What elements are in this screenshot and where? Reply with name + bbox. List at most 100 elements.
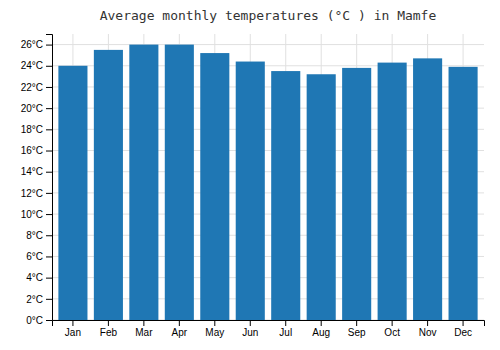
bar bbox=[165, 45, 194, 320]
tick-label: 22°C bbox=[21, 82, 43, 93]
tick-label: 6°C bbox=[26, 251, 43, 262]
y-axis: 0°C 2°C 4°C 6°C 8°C 10°C 12°C 14°C 16°C 18°C 20°C 2… bbox=[21, 35, 53, 326]
tick-mark bbox=[463, 320, 464, 326]
tick-mark bbox=[108, 320, 109, 326]
tick-mark bbox=[250, 320, 251, 326]
tick-mark bbox=[46, 214, 52, 215]
tick-label: 26°C bbox=[21, 39, 43, 50]
tick: 10°C bbox=[21, 209, 52, 220]
bar bbox=[413, 58, 442, 320]
tick-mark bbox=[46, 108, 52, 109]
bar bbox=[129, 45, 158, 320]
bar bbox=[449, 67, 478, 320]
tick-label: Jan bbox=[65, 327, 81, 338]
tick: 2°C bbox=[26, 294, 52, 305]
tick-mark bbox=[46, 278, 52, 279]
tick: Jul bbox=[279, 320, 292, 338]
tick-mark bbox=[427, 320, 428, 326]
bar bbox=[94, 50, 123, 320]
bar bbox=[307, 74, 336, 320]
tick-mark bbox=[46, 172, 52, 173]
tick: 22°C bbox=[21, 82, 52, 93]
tick: 6°C bbox=[26, 251, 52, 262]
tick: 20°C bbox=[21, 103, 52, 114]
tick-label: 0°C bbox=[26, 315, 43, 326]
tick-mark bbox=[143, 320, 144, 326]
tick-label: 16°C bbox=[21, 145, 43, 156]
tick: 16°C bbox=[21, 145, 52, 156]
tick-mark bbox=[46, 320, 52, 321]
tick-label: Mar bbox=[135, 327, 153, 338]
tick: 26°C bbox=[21, 39, 52, 50]
tick-label: 4°C bbox=[26, 272, 43, 283]
tick: 0°C bbox=[26, 315, 52, 326]
tick-label: Feb bbox=[100, 327, 118, 338]
tick: Aug bbox=[312, 320, 330, 338]
bar bbox=[236, 62, 265, 320]
bar bbox=[200, 53, 229, 320]
tick-label: Oct bbox=[384, 327, 400, 338]
tick-mark bbox=[285, 320, 286, 326]
tick: Jan bbox=[65, 320, 81, 338]
bar bbox=[342, 68, 371, 320]
tick-label: Sep bbox=[348, 327, 366, 338]
tick: Dec bbox=[454, 320, 472, 338]
tick-mark bbox=[214, 320, 215, 326]
tick: Nov bbox=[419, 320, 437, 338]
tick-label: 2°C bbox=[26, 294, 43, 305]
tick-label: 10°C bbox=[21, 209, 43, 220]
chart: 0°C 2°C 4°C 6°C 8°C 10°C 12°C 14°C 16°C 18°C 20°C 2… bbox=[0, 0, 500, 350]
bar bbox=[58, 66, 87, 320]
tick-mark bbox=[392, 320, 393, 326]
axis-line bbox=[46, 35, 53, 321]
tick-label: Nov bbox=[419, 327, 437, 338]
tick-mark bbox=[46, 151, 52, 152]
tick: Oct bbox=[384, 320, 400, 338]
tick-mark bbox=[321, 320, 322, 326]
tick: Mar bbox=[135, 320, 153, 338]
title: Average monthly temperatures (°C ) in Ma… bbox=[100, 8, 437, 23]
tick-mark bbox=[46, 299, 52, 300]
tick-label: Jul bbox=[279, 327, 292, 338]
tick: 14°C bbox=[21, 166, 52, 177]
tick-label: 20°C bbox=[21, 103, 43, 114]
tick-mark bbox=[46, 87, 52, 88]
tick-label: Dec bbox=[454, 327, 472, 338]
tick-label: Apr bbox=[172, 327, 188, 338]
tick: Jun bbox=[242, 320, 258, 338]
tick-label: 24°C bbox=[21, 60, 43, 71]
tick: Feb bbox=[100, 320, 118, 338]
tick-label: Aug bbox=[312, 327, 330, 338]
tick-mark bbox=[46, 129, 52, 130]
marks bbox=[58, 45, 477, 320]
tick-label: 18°C bbox=[21, 124, 43, 135]
tick-mark bbox=[72, 320, 73, 326]
x-axis: Jan Feb Mar Apr May Jun Jul Aug Sep Oct Nov Dec bbox=[53, 320, 485, 338]
bar bbox=[378, 63, 407, 320]
tick-mark bbox=[356, 320, 357, 326]
tick-mark bbox=[46, 235, 52, 236]
tick-label: 8°C bbox=[26, 230, 43, 241]
axis-line bbox=[53, 321, 485, 327]
grid bbox=[52, 34, 484, 320]
tick: Sep bbox=[348, 320, 366, 338]
chart-container: 0°C 2°C 4°C 6°C 8°C 10°C 12°C 14°C 16°C 18°C 20°C 2… bbox=[0, 0, 500, 350]
grid-line bbox=[52, 44, 484, 45]
bar bbox=[271, 71, 300, 320]
tick: 12°C bbox=[21, 188, 52, 199]
tick: 4°C bbox=[26, 272, 52, 283]
tick-label: May bbox=[205, 327, 224, 338]
tick-mark bbox=[46, 256, 52, 257]
tick-label: 14°C bbox=[21, 166, 43, 177]
tick: Apr bbox=[172, 320, 188, 338]
tick: 18°C bbox=[21, 124, 52, 135]
tick-mark bbox=[46, 45, 52, 46]
tick: May bbox=[205, 320, 224, 338]
tick-mark bbox=[46, 66, 52, 67]
tick-mark bbox=[179, 320, 180, 326]
tick: 8°C bbox=[26, 230, 52, 241]
tick-label: 12°C bbox=[21, 188, 43, 199]
tick-mark bbox=[46, 193, 52, 194]
tick: 24°C bbox=[21, 60, 52, 71]
tick-label: Jun bbox=[242, 327, 258, 338]
